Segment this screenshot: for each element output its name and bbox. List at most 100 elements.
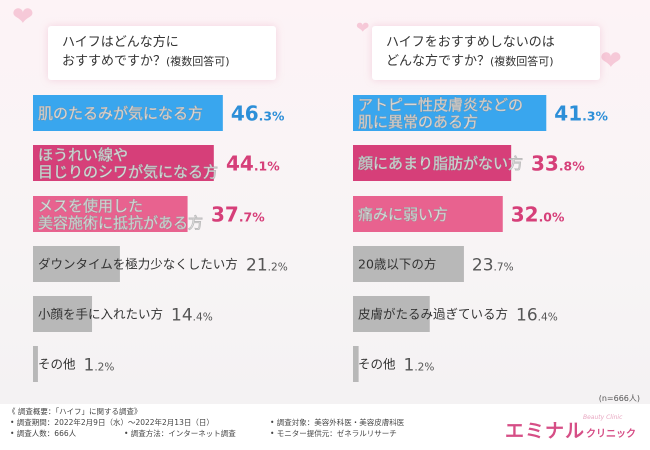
- value-int: 23: [472, 255, 494, 275]
- bar-label: 20歳以下の方: [358, 256, 436, 271]
- heart-icon: ❤: [12, 2, 34, 32]
- bar-edge: [353, 296, 356, 332]
- value-dec: .4: [538, 311, 548, 323]
- right-question-card: ハイフをおすすめしないのは どんな方ですか？(複数回答可): [372, 26, 600, 80]
- bar-value: 16.4%: [516, 305, 558, 325]
- bar: [33, 95, 223, 131]
- heart-icon: ❤: [600, 46, 622, 76]
- left-question-line1: ハイフはどんな方に: [62, 35, 179, 50]
- bar-label: ほうれい線や: [38, 146, 128, 164]
- bar-label: アトピー性皮膚炎などの: [358, 96, 523, 114]
- value-pct: %: [572, 159, 585, 174]
- value-int: 16: [516, 305, 538, 325]
- value-int: 14: [171, 305, 193, 325]
- left-question-card: ハイフはどんな方に おすすめですか？(複数回答可): [48, 26, 276, 80]
- bar-group: 20歳以下の方 23.7%: [353, 246, 514, 282]
- bar: [353, 296, 430, 332]
- value-int: 46: [231, 102, 259, 126]
- bar: [33, 246, 120, 282]
- value-pct: %: [504, 261, 514, 273]
- bar-group: 小顔を手に入れたい方 14.4%: [33, 296, 213, 332]
- value-dec: .3: [259, 109, 272, 124]
- bar-group: 顔にあまり脂肪がない方 33.8%: [353, 145, 585, 181]
- value-int: 1: [404, 355, 415, 375]
- bar-group: 皮膚がたるみ過ぎている方 16.4%: [353, 296, 558, 332]
- left-question-line2: おすすめですか？: [62, 54, 167, 69]
- bar-label: 顔にあまり脂肪がない方: [357, 154, 523, 172]
- bar-value: 14.4%: [171, 305, 213, 325]
- bar-edge: [33, 346, 36, 382]
- value-dec: .1: [254, 159, 267, 174]
- survey-target: • 調査対象：美容外科医・美容皮膚科医: [270, 418, 405, 427]
- bar-label: メスを使用した: [38, 197, 143, 215]
- value-dec: .0: [539, 210, 553, 225]
- value-pct: %: [252, 210, 265, 225]
- bar: [353, 196, 503, 232]
- value-pct: %: [424, 361, 434, 373]
- bar-edge: [353, 246, 356, 282]
- value-pct: %: [595, 109, 608, 124]
- bar: [33, 196, 188, 232]
- bar-edge: [33, 296, 36, 332]
- bar-label: 肌に異常のある方: [358, 113, 478, 131]
- right-question-line1: ハイフをおすすめしないのは: [386, 35, 555, 50]
- value-int: 37: [211, 203, 239, 227]
- value-dec: .8: [559, 159, 572, 174]
- bar-value: 46.3%: [231, 102, 285, 126]
- bar: [353, 145, 512, 181]
- bar-label: 小顔を手に入れたい方: [38, 306, 163, 321]
- bar-value: 1.2%: [404, 355, 435, 375]
- value-dec: .2: [268, 261, 278, 273]
- survey-period: • 調査期間：2022年2月9日（水）〜2022年2月13日（日）: [10, 418, 214, 427]
- survey-provider: • モニター提供元：ゼネラルリサーチ: [270, 429, 397, 438]
- left-question-note: (複数回答可): [166, 55, 230, 68]
- survey-count: • 調査人数：666人: [10, 429, 77, 438]
- value-dec: .4: [193, 311, 203, 323]
- bar: [353, 95, 547, 131]
- value-dec: .7: [239, 210, 252, 225]
- bar-label: その他: [38, 356, 76, 371]
- bar: [33, 145, 214, 181]
- bar-label: 美容施術に抵抗がある方: [38, 214, 203, 232]
- value-pct: %: [548, 311, 558, 323]
- value-int: 44: [226, 152, 254, 176]
- logo-tagline: Beauty Clinic: [582, 414, 623, 421]
- bar-value: 44.1%: [226, 152, 280, 176]
- value-pct: %: [104, 361, 114, 373]
- value-dec: .7: [494, 261, 504, 273]
- bar-value: 41.3%: [554, 102, 608, 126]
- bar-label: 皮膚がたるみ過ぎている方: [358, 306, 508, 321]
- value-int: 32: [511, 203, 539, 227]
- value-pct: %: [278, 261, 288, 273]
- value-pct: %: [272, 109, 285, 124]
- bar-edge: [353, 346, 356, 382]
- value-int: 33: [531, 152, 559, 176]
- bar-label: 肌のたるみが気になる方: [38, 104, 203, 122]
- bar-label: その他: [358, 356, 396, 371]
- bar: [353, 246, 464, 282]
- bar-edge: [33, 246, 36, 282]
- bar-label: ダウンタイムを極力少なくしたい方: [38, 256, 238, 271]
- value-dec: .3: [582, 109, 595, 124]
- logo-sub: クリニック: [586, 429, 636, 440]
- value-pct: %: [203, 311, 213, 323]
- bar-group: 痛みに弱い方 32.0%: [353, 196, 565, 232]
- footer: 《 調査概要：「ハイフ」に関する調査》 • 調査期間：2022年2月9日（水）〜…: [0, 404, 650, 450]
- sample-size: (n=666人): [598, 394, 640, 403]
- value-int: 1: [84, 355, 95, 375]
- clinic-logo: エミナルクリニック Beauty Clinic: [505, 414, 636, 443]
- value-pct: %: [552, 210, 565, 225]
- bar-value: 37.7%: [211, 203, 265, 227]
- value-pct: %: [267, 159, 280, 174]
- bar-value: 23.7%: [472, 255, 514, 275]
- survey-heading: 《 調査概要：「ハイフ」に関する調査》: [8, 407, 142, 416]
- survey-method: • 調査方法：インターネット調査: [124, 429, 236, 438]
- bar: [33, 296, 93, 332]
- value-int: 41: [554, 102, 582, 126]
- value-dec: .2: [414, 361, 424, 373]
- bar-label: 痛みに弱い方: [357, 205, 448, 223]
